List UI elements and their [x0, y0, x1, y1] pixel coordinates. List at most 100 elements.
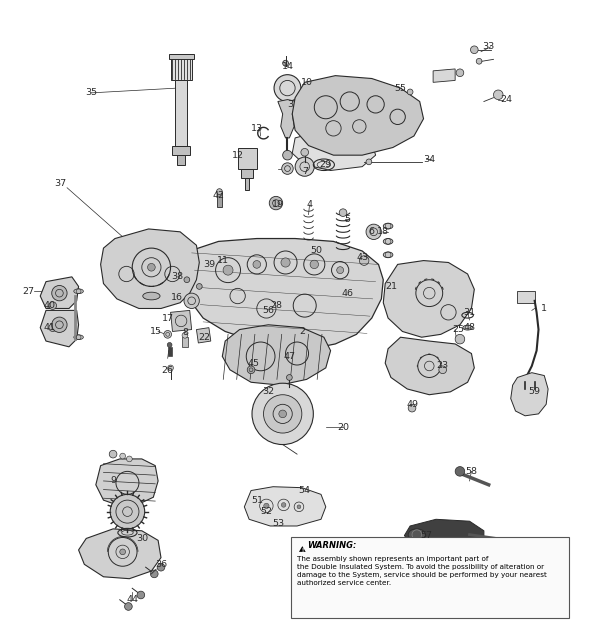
Ellipse shape [383, 223, 393, 229]
Circle shape [247, 366, 255, 374]
Circle shape [125, 603, 132, 610]
Text: 45: 45 [248, 358, 260, 367]
Polygon shape [79, 529, 161, 579]
Polygon shape [511, 373, 548, 416]
Circle shape [157, 564, 165, 571]
Circle shape [151, 570, 158, 578]
Text: 15: 15 [150, 327, 162, 336]
Text: 17: 17 [161, 314, 173, 323]
Polygon shape [244, 487, 326, 526]
Circle shape [282, 163, 293, 174]
Circle shape [167, 343, 172, 347]
Text: 50: 50 [310, 247, 322, 256]
Circle shape [439, 366, 446, 374]
Ellipse shape [74, 335, 83, 339]
Polygon shape [96, 459, 158, 506]
Ellipse shape [408, 529, 425, 541]
Circle shape [52, 286, 67, 301]
Polygon shape [241, 169, 253, 178]
Text: 34: 34 [423, 155, 436, 164]
Polygon shape [385, 337, 475, 395]
Text: 21: 21 [385, 282, 397, 291]
Circle shape [184, 277, 190, 282]
Text: 57: 57 [421, 531, 433, 540]
Circle shape [269, 196, 283, 210]
Circle shape [274, 75, 301, 102]
Polygon shape [292, 75, 424, 155]
Circle shape [263, 395, 302, 433]
Text: 4: 4 [307, 201, 313, 210]
Text: 44: 44 [126, 596, 138, 604]
Circle shape [223, 265, 233, 275]
Circle shape [456, 69, 464, 77]
Text: 22: 22 [198, 333, 210, 342]
Circle shape [253, 261, 260, 268]
Polygon shape [101, 229, 199, 309]
Text: 1: 1 [541, 304, 547, 313]
Text: 58: 58 [466, 467, 478, 476]
Circle shape [455, 466, 465, 476]
Circle shape [109, 450, 117, 458]
Polygon shape [245, 178, 249, 190]
Text: 49: 49 [406, 400, 418, 409]
Circle shape [476, 58, 482, 64]
Text: 25: 25 [452, 325, 464, 334]
Text: 29: 29 [320, 160, 332, 169]
Circle shape [263, 503, 269, 509]
Text: 3: 3 [287, 100, 293, 109]
Circle shape [366, 224, 382, 240]
Text: 19: 19 [272, 201, 284, 210]
Text: 37: 37 [55, 180, 67, 189]
Text: 7: 7 [302, 167, 308, 176]
Text: 56: 56 [262, 306, 274, 315]
Circle shape [167, 365, 173, 371]
Text: 52: 52 [260, 507, 272, 516]
Text: 20: 20 [337, 423, 349, 432]
Circle shape [283, 60, 289, 66]
Text: 51: 51 [251, 496, 263, 505]
Text: 36: 36 [155, 560, 167, 569]
Text: 10: 10 [301, 78, 313, 87]
Circle shape [408, 404, 416, 412]
Circle shape [252, 383, 313, 445]
Text: 13: 13 [251, 124, 263, 133]
Circle shape [52, 317, 67, 332]
FancyBboxPatch shape [291, 537, 569, 618]
Polygon shape [383, 261, 475, 337]
Polygon shape [517, 291, 535, 303]
Text: 53: 53 [272, 519, 284, 528]
Circle shape [297, 505, 301, 509]
Text: 54: 54 [299, 486, 311, 495]
Polygon shape [223, 325, 331, 385]
Circle shape [184, 293, 199, 309]
Circle shape [295, 157, 314, 176]
Text: 8: 8 [182, 328, 188, 337]
Circle shape [148, 263, 155, 271]
Ellipse shape [383, 238, 393, 244]
Polygon shape [177, 155, 185, 165]
Circle shape [120, 549, 125, 555]
Circle shape [281, 258, 290, 267]
Circle shape [287, 374, 292, 380]
Circle shape [196, 284, 202, 289]
Text: 59: 59 [529, 387, 541, 396]
Ellipse shape [143, 292, 160, 300]
Polygon shape [40, 311, 79, 347]
Polygon shape [170, 54, 191, 81]
Circle shape [339, 209, 347, 217]
Circle shape [217, 189, 223, 194]
Text: 2: 2 [299, 327, 305, 336]
Circle shape [164, 330, 172, 338]
Ellipse shape [463, 325, 472, 330]
Text: 35: 35 [85, 88, 97, 97]
Text: 40: 40 [44, 301, 56, 310]
Text: 33: 33 [482, 42, 495, 51]
Circle shape [359, 256, 369, 265]
Polygon shape [169, 54, 194, 59]
Polygon shape [170, 311, 191, 332]
Text: 39: 39 [203, 260, 215, 269]
Text: 16: 16 [171, 293, 183, 302]
Circle shape [279, 410, 287, 418]
Circle shape [337, 266, 344, 273]
Text: 6: 6 [369, 227, 375, 236]
